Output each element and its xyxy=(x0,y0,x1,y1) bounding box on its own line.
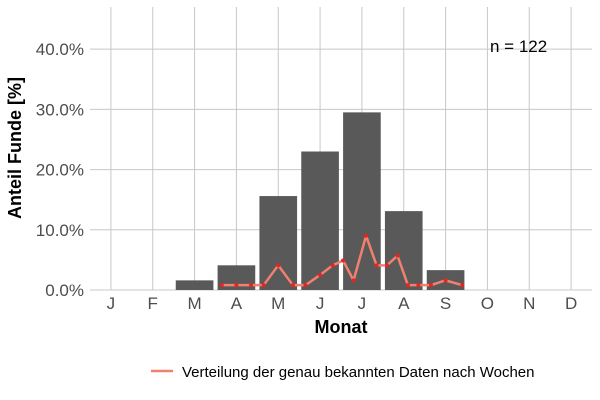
x-tick-label-2: M xyxy=(187,294,201,313)
legend-label: Verteilung der genau bekannten Daten nac… xyxy=(182,364,535,381)
line-point-3 xyxy=(261,283,266,288)
line-point-17 xyxy=(428,283,433,288)
x-tick-label-1: F xyxy=(148,294,158,313)
bar-5 xyxy=(301,151,339,290)
bar-7 xyxy=(384,211,423,290)
x-tick-label-11: D xyxy=(565,294,577,313)
x-tick-label-4: M xyxy=(271,294,285,313)
x-tick-label-8: S xyxy=(440,294,451,313)
annotation-n: n = 122 xyxy=(490,37,547,56)
x-axis-title: Monat xyxy=(315,317,368,337)
bar-4 xyxy=(259,196,298,290)
line-point-7 xyxy=(318,272,323,277)
y-axis-title: Anteil Funde [%] xyxy=(5,77,25,219)
x-tick-label-5: J xyxy=(316,294,325,313)
x-tick-label-10: N xyxy=(523,294,535,313)
line-point-10 xyxy=(351,278,356,283)
y-tick-label-0: 0.0% xyxy=(45,281,84,300)
y-tick-label-4: 40.0% xyxy=(36,40,84,59)
line-point-2 xyxy=(249,283,254,288)
line-point-11 xyxy=(364,233,369,238)
line-point-5 xyxy=(290,283,295,288)
line-point-9 xyxy=(341,258,346,263)
line-point-12 xyxy=(374,263,379,268)
line-point-0 xyxy=(219,283,224,288)
y-tick-label-3: 30.0% xyxy=(36,100,84,119)
line-point-13 xyxy=(385,263,390,268)
bar-2 xyxy=(175,280,214,290)
legend: Verteilung der genau bekannten Daten nac… xyxy=(151,364,535,381)
line-point-4 xyxy=(276,263,281,268)
line-point-19 xyxy=(460,283,465,288)
y-tick-label-2: 20.0% xyxy=(36,161,84,180)
x-tick-label-6: J xyxy=(358,294,367,313)
y-tick-labels: 0.0% 10.0% 20.0% 30.0% 40.0% xyxy=(36,40,84,300)
line-point-16 xyxy=(416,283,421,288)
x-tick-label-9: O xyxy=(481,294,494,313)
line-point-1 xyxy=(234,283,239,288)
x-tick-label-0: J xyxy=(107,294,116,313)
line-series xyxy=(219,233,465,288)
line-point-14 xyxy=(395,253,400,258)
line-point-8 xyxy=(330,263,335,268)
x-tick-label-3: A xyxy=(231,294,243,313)
x-tick-label-7: A xyxy=(398,294,410,313)
line-point-6 xyxy=(303,283,308,288)
y-tick-label-1: 10.0% xyxy=(36,221,84,240)
line-point-15 xyxy=(405,283,410,288)
line-point-18 xyxy=(443,278,448,283)
